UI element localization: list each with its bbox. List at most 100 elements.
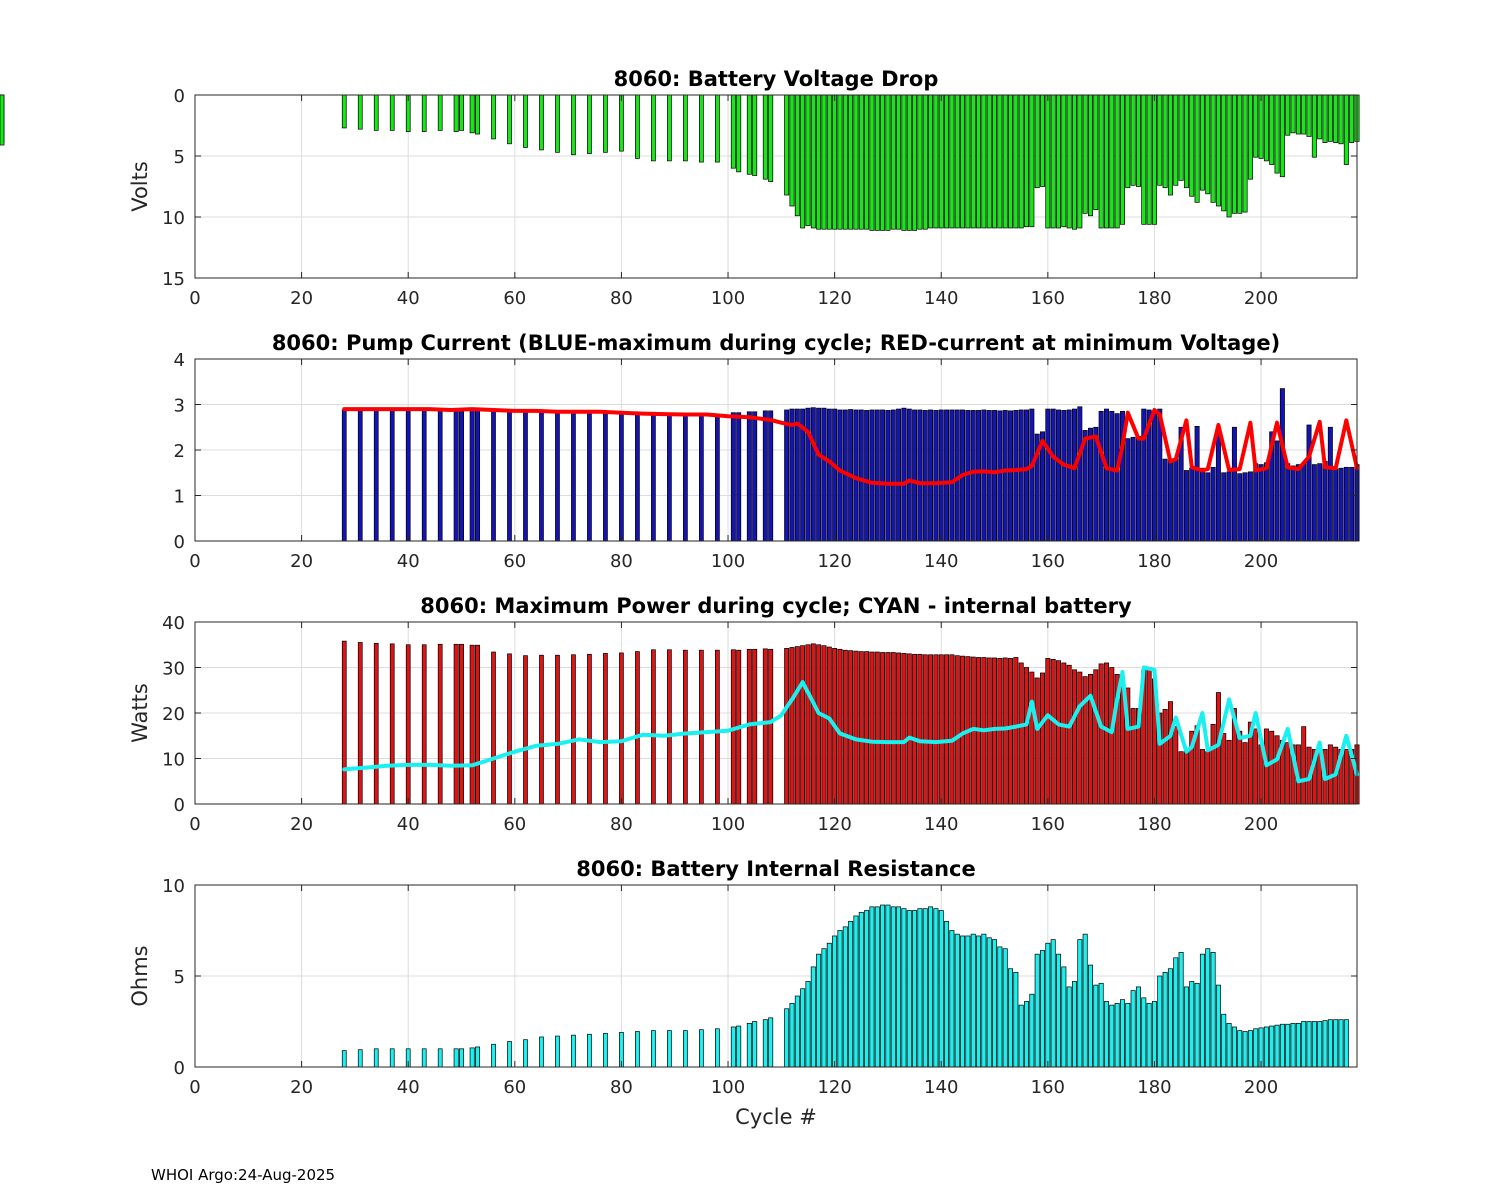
bar bbox=[880, 409, 886, 542]
bar bbox=[1029, 94, 1035, 228]
bar bbox=[1258, 94, 1264, 159]
x-tick-label: 100 bbox=[711, 551, 745, 572]
bar bbox=[874, 906, 880, 1068]
y-tick-label: 4 bbox=[174, 350, 185, 371]
bar bbox=[459, 94, 464, 131]
x-tick-label: 120 bbox=[817, 1077, 851, 1098]
bar bbox=[1061, 966, 1067, 1068]
bar bbox=[1162, 94, 1168, 189]
bar bbox=[1077, 406, 1083, 542]
x-tick-label: 180 bbox=[1137, 551, 1171, 572]
bar bbox=[762, 410, 768, 542]
bar bbox=[864, 651, 870, 805]
bar bbox=[730, 94, 736, 169]
bar bbox=[992, 94, 998, 229]
bar bbox=[1210, 466, 1216, 542]
bar bbox=[938, 654, 944, 805]
bar bbox=[730, 412, 736, 542]
bar bbox=[826, 408, 832, 542]
y-tick-label: 0 bbox=[174, 532, 185, 553]
voltage-drop-panel: 0 20 40 60 80 100 120 140 160 180 200 0 5 10 15 8060: B… bbox=[0, 67, 1360, 309]
chart-title: 8060: Maximum Power during cycle; CYAN -… bbox=[420, 594, 1132, 618]
bar bbox=[970, 94, 976, 229]
bar bbox=[789, 647, 795, 805]
bar bbox=[1189, 467, 1195, 542]
bar bbox=[730, 1026, 736, 1068]
bar bbox=[1045, 942, 1051, 1068]
bar bbox=[954, 94, 960, 229]
bar bbox=[1024, 409, 1030, 542]
x-tick-label: 180 bbox=[1137, 288, 1171, 309]
bar bbox=[373, 408, 379, 542]
bar bbox=[1167, 968, 1173, 1068]
bar bbox=[1018, 1004, 1024, 1068]
bar bbox=[1157, 94, 1163, 186]
bar bbox=[1338, 94, 1344, 145]
bar bbox=[853, 915, 859, 1068]
bar bbox=[475, 94, 480, 135]
bar bbox=[890, 409, 896, 542]
bar bbox=[405, 409, 411, 542]
bar bbox=[864, 94, 870, 230]
bar bbox=[933, 654, 939, 805]
bar bbox=[603, 1032, 608, 1068]
bar bbox=[683, 94, 688, 162]
bar bbox=[1285, 742, 1291, 805]
bar bbox=[746, 411, 752, 542]
bar bbox=[459, 1048, 464, 1068]
bar bbox=[1125, 94, 1131, 189]
bar bbox=[1146, 1002, 1152, 1068]
bar bbox=[1045, 408, 1051, 542]
bar bbox=[1119, 94, 1125, 225]
y-tick-label: 10 bbox=[162, 208, 185, 229]
bar bbox=[848, 94, 854, 230]
bar bbox=[1231, 426, 1237, 542]
bar bbox=[1008, 410, 1014, 542]
bar bbox=[1018, 409, 1024, 542]
bar bbox=[635, 1031, 640, 1068]
bar bbox=[421, 409, 427, 542]
bar bbox=[1199, 467, 1205, 542]
bar bbox=[794, 94, 800, 217]
bar bbox=[459, 409, 464, 542]
bar bbox=[874, 409, 880, 542]
bar bbox=[906, 408, 912, 542]
bar bbox=[752, 648, 758, 805]
bar bbox=[651, 1030, 656, 1068]
bar bbox=[762, 94, 768, 180]
bar bbox=[1205, 472, 1211, 542]
x-tick-label: 80 bbox=[610, 814, 633, 835]
bar bbox=[437, 94, 443, 131]
bar bbox=[1072, 669, 1077, 805]
bar bbox=[736, 412, 742, 542]
bar bbox=[1279, 94, 1285, 178]
bar bbox=[1045, 94, 1051, 229]
bar bbox=[1029, 993, 1035, 1068]
bar bbox=[992, 939, 998, 1068]
x-tick-label: 20 bbox=[290, 814, 313, 835]
bar bbox=[944, 921, 950, 1068]
bar bbox=[858, 409, 864, 542]
bar bbox=[768, 648, 774, 805]
bar bbox=[1199, 94, 1205, 191]
bar bbox=[715, 1028, 720, 1068]
bar bbox=[1205, 751, 1211, 805]
bar bbox=[507, 411, 512, 542]
bar bbox=[1317, 463, 1323, 542]
bar bbox=[539, 654, 544, 805]
x-tick-label: 160 bbox=[1031, 814, 1065, 835]
bar bbox=[826, 646, 832, 805]
bar bbox=[885, 652, 891, 805]
bar bbox=[1072, 94, 1077, 230]
bar bbox=[1194, 425, 1200, 542]
bar bbox=[1343, 466, 1349, 542]
bar bbox=[571, 94, 576, 156]
bar bbox=[491, 410, 496, 542]
bar bbox=[912, 94, 918, 231]
bar bbox=[667, 413, 672, 542]
x-tick-label: 20 bbox=[290, 1077, 313, 1098]
bar bbox=[986, 937, 992, 1068]
bar bbox=[832, 94, 838, 230]
bar bbox=[1024, 667, 1030, 805]
bar bbox=[1343, 1019, 1349, 1068]
